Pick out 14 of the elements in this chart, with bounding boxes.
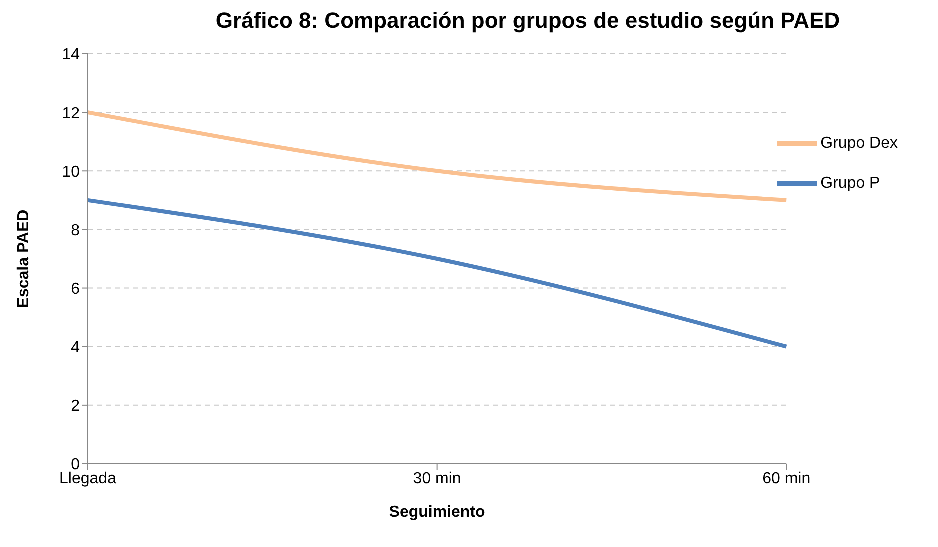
y-tick-label: 8	[71, 222, 80, 240]
chart-title: Gráfico 8: Comparación por grupos de estudio según PAED	[214, 8, 842, 34]
y-tick-label: 6	[71, 280, 80, 298]
legend-label: Grupo P	[820, 175, 880, 192]
legend-label: Grupo Dex	[820, 135, 898, 152]
x-tick-label: 60 min	[762, 470, 811, 488]
y-tick-label: 2	[71, 398, 80, 416]
x-tick-label: 30 min	[413, 470, 462, 488]
y-tick-label: 14	[62, 46, 80, 64]
y-tick-label: 12	[62, 105, 80, 122]
y-tick-label: 4	[71, 340, 80, 357]
y-tick-label: 10	[62, 164, 80, 181]
y-axis-title: Escala PAED	[16, 210, 33, 308]
x-axis-title: Seguimiento	[389, 504, 486, 521]
